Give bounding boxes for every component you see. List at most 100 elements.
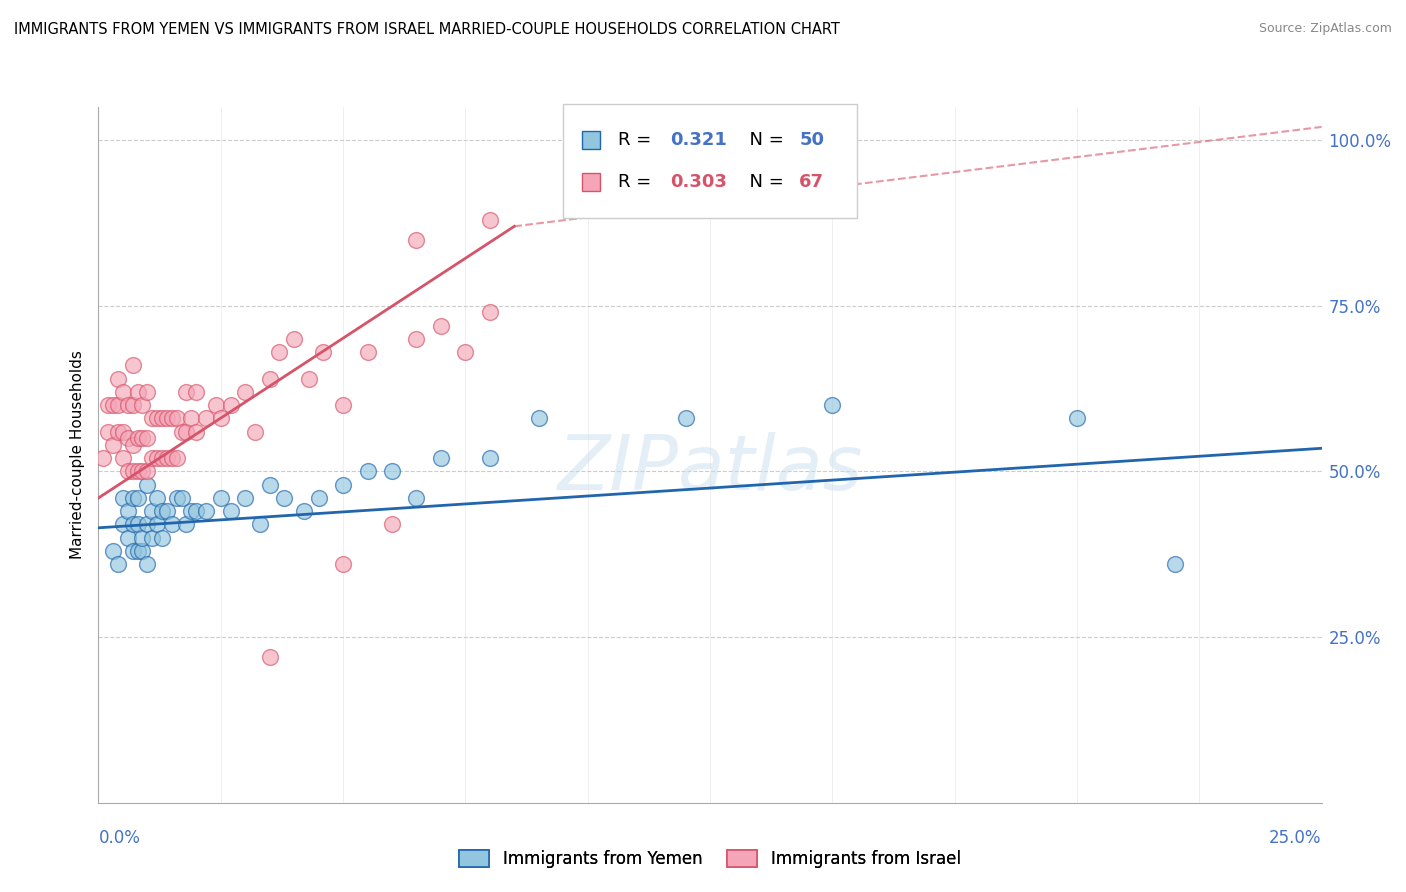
Point	[219, 504, 242, 518]
Point	[121, 398, 143, 412]
Point	[283, 332, 305, 346]
Text: IMMIGRANTS FROM YEMEN VS IMMIGRANTS FROM ISRAEL MARRIED-COUPLE HOUSEHOLDS CORREL: IMMIGRANTS FROM YEMEN VS IMMIGRANTS FROM…	[14, 22, 839, 37]
Point	[91, 451, 114, 466]
Point	[127, 544, 149, 558]
Text: N =: N =	[738, 131, 790, 150]
Point	[127, 431, 149, 445]
Point	[97, 398, 120, 412]
Point	[405, 491, 427, 505]
Point	[243, 425, 266, 439]
Point	[146, 451, 169, 466]
Point	[141, 531, 163, 545]
Point	[136, 558, 159, 572]
Point	[259, 372, 281, 386]
Point	[166, 451, 188, 466]
Point	[101, 544, 124, 558]
Text: R =: R =	[619, 131, 657, 150]
Point	[170, 425, 193, 439]
Point	[121, 517, 143, 532]
Point	[111, 491, 134, 505]
Point	[107, 558, 129, 572]
Point	[101, 398, 124, 412]
Point	[170, 491, 193, 505]
Point	[166, 411, 188, 425]
Point	[160, 517, 183, 532]
Point	[332, 558, 354, 572]
Point	[156, 504, 179, 518]
Point	[166, 491, 188, 505]
FancyBboxPatch shape	[564, 103, 856, 219]
Point	[146, 517, 169, 532]
Point	[117, 431, 139, 445]
Point	[127, 384, 149, 399]
Point	[405, 332, 427, 346]
Point	[176, 384, 198, 399]
Point	[332, 477, 354, 491]
Point	[156, 411, 179, 425]
Point	[107, 398, 129, 412]
Point	[150, 411, 173, 425]
Point	[527, 411, 550, 425]
Point	[298, 372, 321, 386]
Point	[121, 544, 143, 558]
Point	[176, 517, 198, 532]
Text: R =: R =	[619, 173, 657, 191]
Point	[127, 491, 149, 505]
Point	[150, 531, 173, 545]
Text: N =: N =	[738, 173, 790, 191]
Point	[176, 425, 198, 439]
Point	[97, 425, 120, 439]
Point	[107, 425, 129, 439]
Text: 0.303: 0.303	[669, 173, 727, 191]
Point	[146, 411, 169, 425]
Point	[205, 398, 228, 412]
Point	[141, 411, 163, 425]
Point	[101, 438, 124, 452]
Point	[381, 465, 404, 479]
Point	[430, 451, 453, 466]
Point	[356, 465, 378, 479]
Legend: Immigrants from Yemen, Immigrants from Israel: Immigrants from Yemen, Immigrants from I…	[453, 843, 967, 874]
Point	[111, 384, 134, 399]
Point	[141, 504, 163, 518]
Point	[131, 431, 153, 445]
Point	[454, 345, 477, 359]
Point	[180, 411, 202, 425]
Point	[131, 465, 153, 479]
Point	[111, 451, 134, 466]
Text: 67: 67	[800, 173, 824, 191]
Point	[478, 451, 501, 466]
Point	[1164, 558, 1187, 572]
Point	[136, 465, 159, 479]
Point	[219, 398, 242, 412]
Point	[259, 650, 281, 665]
Point	[160, 411, 183, 425]
Point	[121, 465, 143, 479]
Point	[117, 504, 139, 518]
Text: 50: 50	[800, 131, 824, 150]
Point	[156, 451, 179, 466]
Point	[136, 517, 159, 532]
Point	[146, 491, 169, 505]
Point	[195, 411, 218, 425]
Point	[121, 359, 143, 373]
Point	[233, 384, 256, 399]
Point	[186, 504, 208, 518]
Point	[273, 491, 295, 505]
Point	[249, 517, 271, 532]
Point	[136, 431, 159, 445]
Text: 0.0%: 0.0%	[98, 829, 141, 847]
Point	[121, 491, 143, 505]
Text: 25.0%: 25.0%	[1270, 829, 1322, 847]
Point	[478, 305, 501, 319]
Point	[117, 398, 139, 412]
Text: Source: ZipAtlas.com: Source: ZipAtlas.com	[1258, 22, 1392, 36]
Y-axis label: Married-couple Households: Married-couple Households	[69, 351, 84, 559]
Point	[312, 345, 335, 359]
Point	[1066, 411, 1088, 425]
Point	[136, 477, 159, 491]
Point	[356, 345, 378, 359]
Point	[111, 517, 134, 532]
Point	[821, 398, 844, 412]
Point	[195, 504, 218, 518]
